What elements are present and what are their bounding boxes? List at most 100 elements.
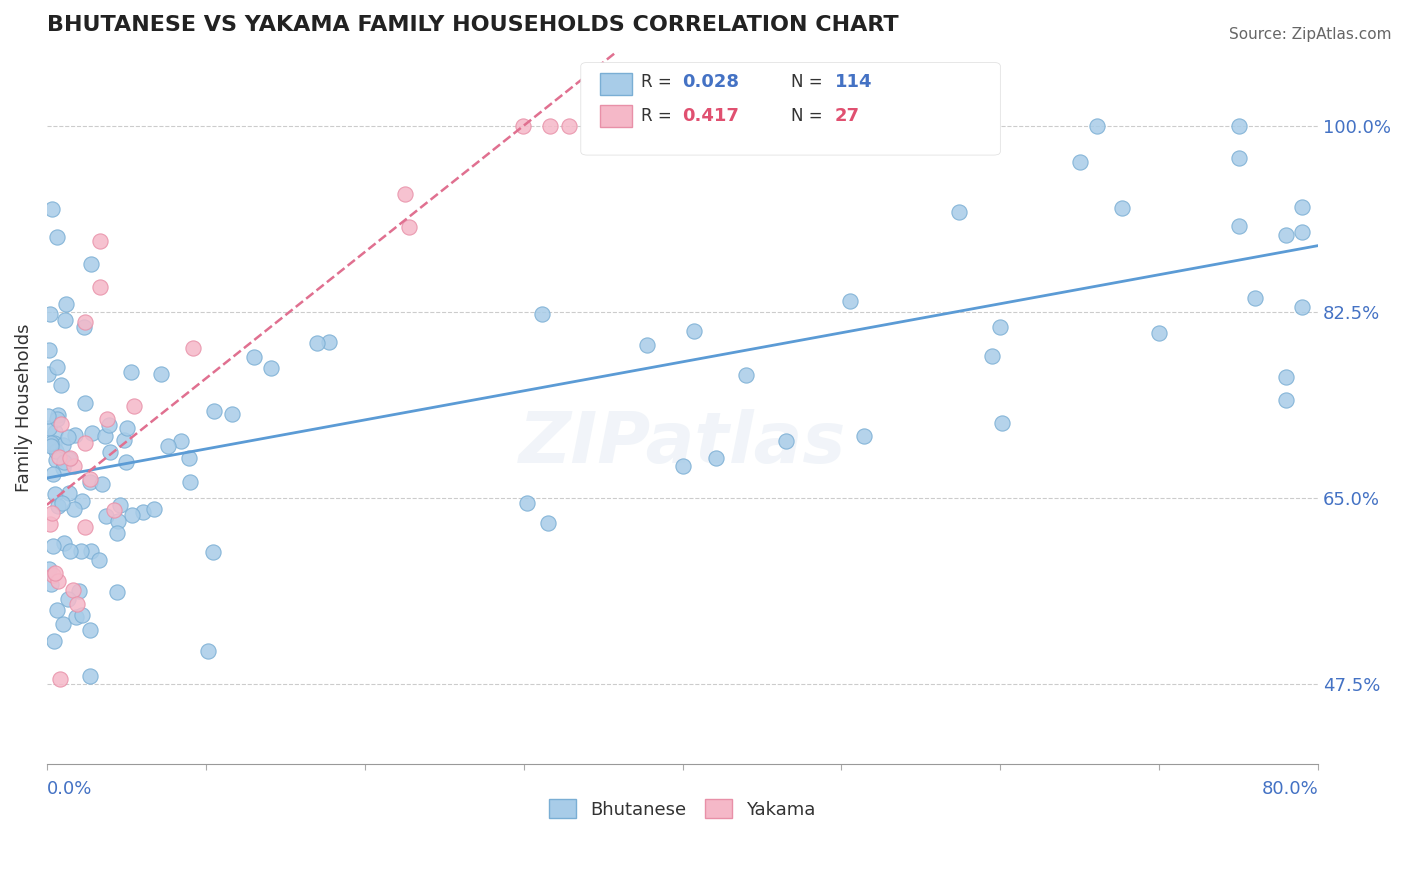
Point (120, 365, 142, 379)
Point (530, 307, 553, 321)
Point (38, 307, 60, 321)
Point (65, 610, 87, 624)
Point (70, 608, 93, 623)
Point (73, 315, 96, 329)
Point (45, 444, 67, 458)
Point (103, 503, 125, 517)
Point (838, 293, 860, 308)
Point (44, 425, 66, 440)
Text: 27: 27 (835, 107, 860, 125)
Point (775, 434, 797, 448)
Point (48, 672, 70, 686)
Text: BHUTANESE VS YAKAMA FAMILY HOUSEHOLDS CORRELATION CHART: BHUTANESE VS YAKAMA FAMILY HOUSEHOLDS CO… (46, 15, 898, 35)
Text: Source: ZipAtlas.com: Source: ZipAtlas.com (1229, 27, 1392, 42)
Point (46, 412, 69, 426)
Point (108, 498, 131, 512)
Point (734, 368, 756, 382)
Point (53, 536, 76, 550)
Point (89, 280, 111, 294)
Point (38, 562, 60, 576)
Point (51, 496, 73, 510)
Point (80, 543, 103, 558)
Point (79, 669, 101, 683)
Point (132, 505, 155, 519)
Point (46, 499, 69, 513)
FancyBboxPatch shape (600, 73, 631, 95)
Point (37, 367, 59, 381)
Point (52, 617, 75, 632)
Point (169, 434, 191, 448)
Point (70, 544, 93, 558)
Text: 0.417: 0.417 (682, 107, 740, 125)
Point (52, 438, 75, 452)
Point (55, 297, 77, 311)
Text: N =: N = (790, 107, 828, 125)
Point (671, 459, 693, 474)
Point (75, 436, 97, 450)
Point (63, 428, 86, 442)
Point (42, 467, 65, 482)
Point (38, 343, 60, 357)
Point (42, 540, 65, 554)
Point (1111, 201, 1133, 215)
Point (69, 583, 91, 598)
Point (59, 544, 82, 558)
Point (96, 412, 118, 426)
Point (1275, 392, 1298, 407)
Point (90, 476, 112, 491)
Point (704, 450, 727, 465)
Point (636, 338, 658, 352)
Point (1227, 219, 1250, 234)
Point (45, 230, 67, 244)
Point (1085, 120, 1108, 134)
Point (53, 312, 76, 326)
Point (1291, 201, 1313, 215)
Point (44, 486, 66, 500)
Point (73, 520, 96, 534)
Point (73, 319, 96, 334)
Point (1227, 120, 1250, 134)
Point (1147, 326, 1170, 340)
Point (991, 416, 1014, 430)
FancyBboxPatch shape (600, 105, 631, 127)
Point (242, 351, 264, 365)
Point (202, 544, 225, 558)
Point (63, 502, 86, 516)
Text: ZIPatlas: ZIPatlas (519, 409, 846, 478)
Text: N =: N = (790, 73, 828, 91)
Point (98, 445, 121, 459)
Point (62, 583, 84, 598)
Point (183, 342, 205, 356)
Point (157, 439, 180, 453)
Point (79, 475, 101, 489)
Point (39, 436, 62, 450)
Point (398, 220, 420, 235)
Point (49, 417, 72, 432)
Point (260, 361, 283, 376)
Point (980, 349, 1002, 363)
Point (46, 603, 69, 617)
Point (89, 234, 111, 248)
Point (179, 475, 201, 489)
Point (318, 334, 340, 349)
Point (112, 433, 135, 447)
Point (80, 257, 103, 271)
Point (1291, 225, 1313, 239)
Point (94, 508, 117, 523)
Point (46, 574, 69, 589)
Point (46, 408, 69, 422)
Legend: Bhutanese, Yakama: Bhutanese, Yakama (541, 792, 823, 826)
Point (117, 421, 139, 435)
Point (107, 514, 129, 528)
Point (1227, 151, 1250, 165)
Point (1243, 291, 1265, 305)
Point (221, 407, 243, 421)
Point (45, 359, 67, 374)
Point (202, 404, 225, 418)
Point (58, 451, 80, 466)
Point (56, 592, 79, 607)
Point (1291, 300, 1313, 314)
Point (79, 623, 101, 637)
Point (107, 585, 129, 599)
Point (52, 461, 75, 475)
